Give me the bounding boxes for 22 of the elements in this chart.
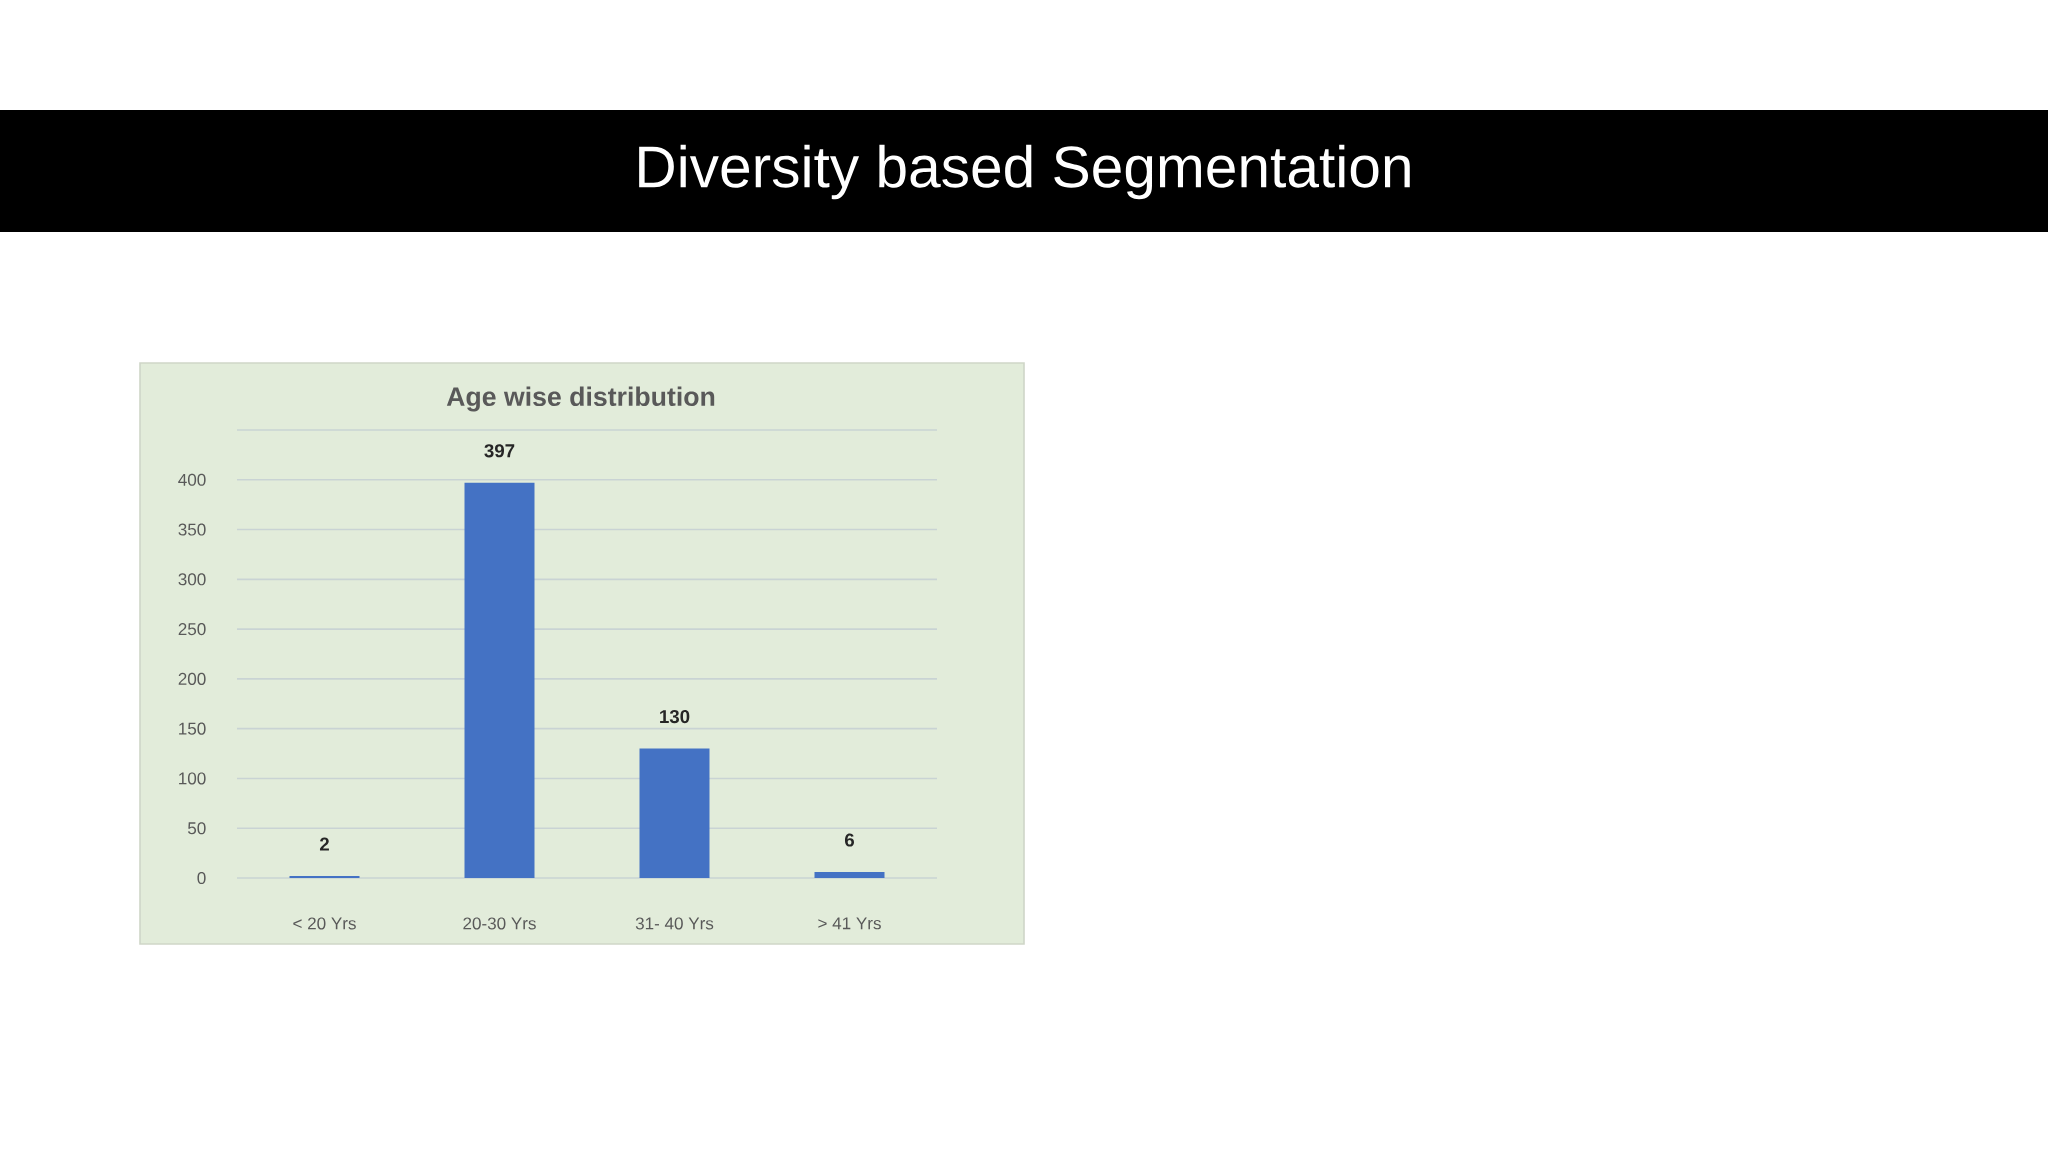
y-tick-label: 400 <box>178 473 206 486</box>
chart-subtitle: Age wise distribution <box>446 386 715 412</box>
data-label: 130 <box>660 709 690 724</box>
y-tick-label: 300 <box>178 573 206 586</box>
y-tick-label: 250 <box>178 623 206 636</box>
x-tick-label: 31- 40 Yrs <box>635 917 714 930</box>
data-label: 6 <box>844 833 855 847</box>
y-tick-label: 50 <box>187 822 206 835</box>
chart-title: Diversity based Segmentation <box>639 144 1410 200</box>
data-label: 397 <box>484 444 515 458</box>
bar <box>464 482 535 878</box>
x-tick-label: 20-30 Yrs <box>463 917 536 930</box>
data-label: 2 <box>319 837 329 851</box>
x-tick-label: > 41 Yrs <box>818 917 881 930</box>
y-tick-label: 150 <box>179 722 206 735</box>
bar <box>639 748 710 878</box>
y-tick-label: 200 <box>178 672 206 685</box>
x-tick-label: < 20 Yrs <box>293 917 356 930</box>
y-tick-label: 0 <box>197 871 206 885</box>
bar <box>814 872 885 878</box>
y-tick-label: 350 <box>178 523 206 536</box>
y-tick-label: 100 <box>179 772 206 785</box>
